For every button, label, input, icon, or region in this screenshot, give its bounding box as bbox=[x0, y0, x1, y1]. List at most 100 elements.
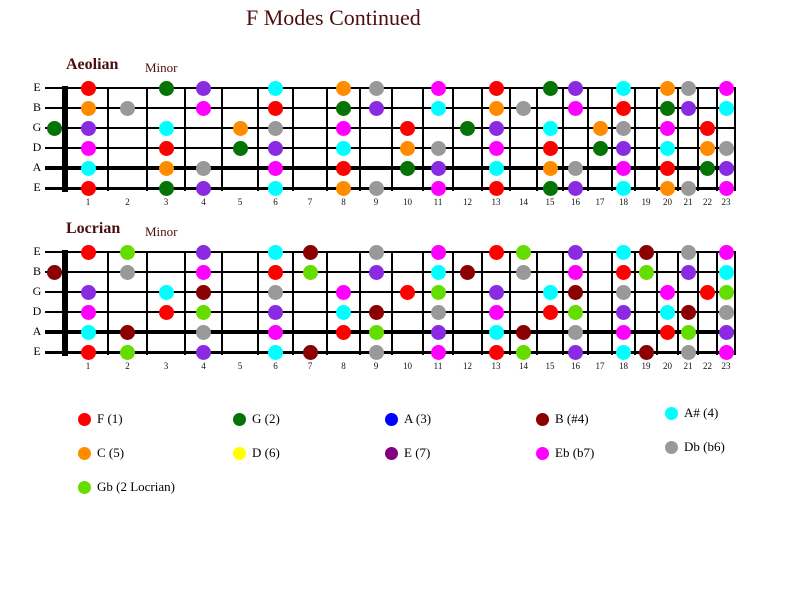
fret-line bbox=[257, 87, 259, 191]
fret-line bbox=[422, 251, 424, 355]
note-dot bbox=[568, 100, 583, 116]
note-dot bbox=[268, 80, 283, 96]
note-dot bbox=[430, 344, 446, 360]
note-dot bbox=[80, 244, 96, 260]
fret-number: 4 bbox=[201, 361, 206, 371]
fret-line bbox=[326, 87, 328, 191]
note-dot bbox=[616, 160, 631, 176]
mode-subtitle: Minor bbox=[145, 224, 178, 239]
string-line bbox=[45, 251, 736, 253]
fret-number: 2 bbox=[125, 361, 130, 371]
fret-number: 7 bbox=[307, 197, 313, 207]
fret-number: 14 bbox=[519, 361, 528, 371]
note-dot bbox=[80, 180, 96, 196]
note-dot bbox=[336, 304, 351, 320]
string-label: D bbox=[32, 304, 42, 318]
fret-number: 15 bbox=[545, 361, 555, 371]
note-dot bbox=[616, 80, 631, 96]
note-dot bbox=[660, 160, 675, 176]
fret-line bbox=[536, 251, 538, 355]
note-dot bbox=[368, 304, 384, 320]
fret-number: 8 bbox=[341, 197, 346, 207]
note-dot bbox=[336, 180, 351, 196]
note-dot bbox=[616, 264, 631, 280]
note-dot bbox=[680, 180, 696, 196]
note-dot bbox=[430, 80, 446, 96]
note-dot bbox=[616, 244, 631, 260]
note-dot bbox=[196, 344, 211, 360]
string-label: B bbox=[32, 100, 41, 114]
note-dot bbox=[196, 100, 211, 116]
fret-number: 20 bbox=[663, 197, 672, 207]
note-dot bbox=[460, 120, 475, 136]
note-dot bbox=[616, 120, 631, 136]
fret-line bbox=[587, 87, 589, 191]
note-dot bbox=[718, 140, 734, 156]
note-dot bbox=[718, 244, 734, 260]
fret-line bbox=[452, 251, 454, 355]
fret-line bbox=[562, 87, 564, 191]
fret-number: 5 bbox=[237, 361, 243, 371]
string-line bbox=[45, 351, 736, 354]
fret-number: 10 bbox=[403, 197, 412, 207]
note-dot bbox=[718, 160, 734, 176]
note-dot bbox=[718, 100, 734, 116]
fret-line bbox=[391, 87, 393, 191]
note-dot bbox=[268, 304, 283, 320]
fret-number: 1 bbox=[85, 361, 91, 371]
fret-number: 18 bbox=[619, 197, 628, 207]
note-dot bbox=[336, 140, 351, 156]
fret-number: 9 bbox=[373, 197, 379, 207]
note-dot bbox=[460, 264, 475, 280]
nut bbox=[62, 250, 68, 356]
fret-number: 8 bbox=[341, 361, 346, 371]
note-dot bbox=[700, 284, 715, 300]
note-dot bbox=[196, 180, 211, 196]
string-line bbox=[45, 271, 736, 273]
fret-number: 11 bbox=[433, 361, 443, 371]
note-dot bbox=[542, 180, 558, 196]
fret-line bbox=[611, 87, 613, 191]
note-dot bbox=[700, 140, 715, 156]
note-dot bbox=[680, 324, 696, 340]
note-dot bbox=[430, 140, 446, 156]
string-label: E bbox=[33, 80, 41, 94]
fret-number: 6 bbox=[273, 197, 278, 207]
string-line bbox=[45, 107, 736, 109]
fret-number: 6 bbox=[273, 361, 278, 371]
fret-line bbox=[509, 87, 511, 191]
note-dot bbox=[302, 244, 318, 260]
fret-number: 13 bbox=[491, 197, 501, 207]
fret-line bbox=[292, 251, 294, 355]
fret-line bbox=[697, 87, 699, 191]
note-dot bbox=[616, 140, 631, 156]
note-dot bbox=[592, 140, 608, 156]
note-dot bbox=[158, 80, 174, 96]
note-dot bbox=[542, 140, 558, 156]
note-dot bbox=[268, 324, 283, 340]
note-dot bbox=[542, 80, 558, 96]
note-dot bbox=[268, 120, 283, 136]
fret-line bbox=[452, 87, 454, 191]
note-dot bbox=[568, 264, 583, 280]
note-dot bbox=[718, 180, 734, 196]
fret-number: 3 bbox=[163, 361, 169, 371]
fret-number: 19 bbox=[641, 361, 651, 371]
fret-number: 21 bbox=[683, 361, 693, 371]
note-dot bbox=[368, 180, 384, 196]
note-dot bbox=[336, 160, 351, 176]
note-dot bbox=[660, 324, 675, 340]
note-dot bbox=[430, 180, 446, 196]
fret-line bbox=[611, 251, 613, 355]
note-dot bbox=[46, 120, 62, 136]
fret-number: 23 bbox=[721, 361, 731, 371]
string-line bbox=[45, 127, 736, 129]
fret-line bbox=[716, 87, 718, 191]
string-label: G bbox=[32, 120, 42, 134]
fret-line bbox=[292, 87, 294, 191]
note-dot bbox=[568, 244, 583, 260]
fret-line bbox=[656, 251, 658, 355]
string-label: B bbox=[32, 264, 41, 278]
note-dot bbox=[660, 284, 675, 300]
note-dot bbox=[660, 100, 675, 116]
